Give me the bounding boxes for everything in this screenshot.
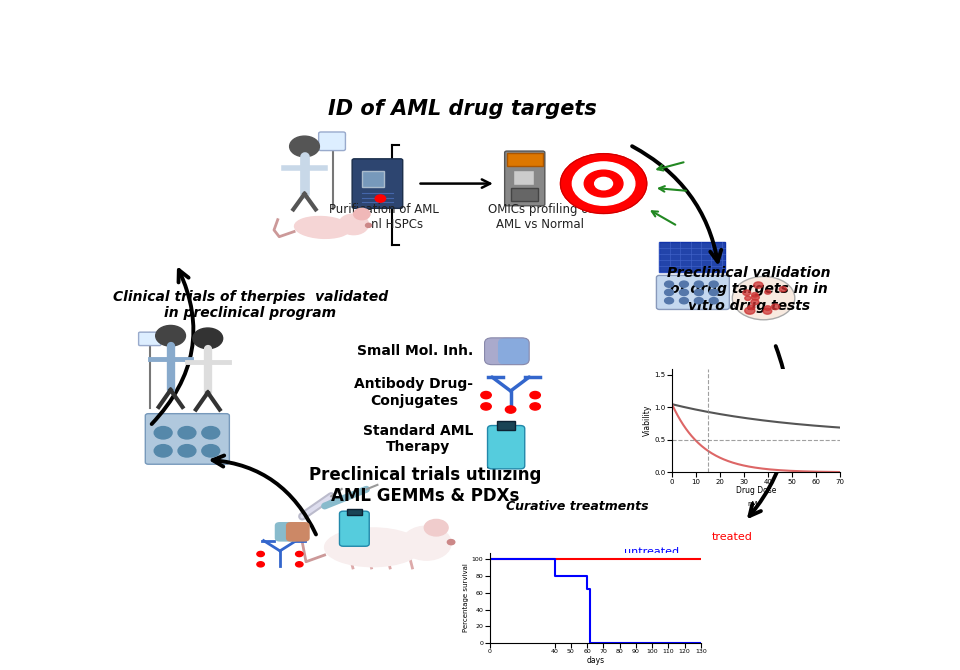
Circle shape: [732, 277, 795, 320]
Circle shape: [296, 551, 303, 557]
Circle shape: [572, 162, 635, 205]
Circle shape: [402, 526, 451, 560]
Bar: [507, 153, 542, 165]
Circle shape: [594, 178, 612, 190]
Y-axis label: Percentage survival: Percentage survival: [463, 563, 468, 632]
Text: treated: treated: [711, 532, 753, 542]
Circle shape: [765, 290, 771, 294]
Circle shape: [764, 306, 771, 310]
Circle shape: [585, 170, 623, 197]
Circle shape: [751, 299, 759, 305]
Text: untreated: untreated: [624, 547, 680, 557]
Text: OMICs profiling of
AML vs Normal: OMICs profiling of AML vs Normal: [488, 203, 592, 231]
Circle shape: [339, 214, 369, 234]
Circle shape: [680, 297, 688, 304]
Circle shape: [680, 281, 688, 287]
Text: nM: nM: [748, 500, 758, 507]
Text: Antibody Drug-
Conjugates: Antibody Drug- Conjugates: [354, 377, 473, 407]
Y-axis label: Viability: Viability: [643, 405, 652, 436]
Bar: [513, 170, 534, 185]
Circle shape: [156, 326, 185, 346]
Circle shape: [745, 307, 755, 314]
Circle shape: [375, 195, 386, 202]
Circle shape: [202, 427, 220, 439]
Circle shape: [530, 403, 540, 410]
Circle shape: [561, 153, 647, 214]
Circle shape: [752, 293, 758, 297]
FancyBboxPatch shape: [275, 522, 299, 541]
Bar: [347, 509, 362, 515]
Circle shape: [202, 445, 220, 457]
Circle shape: [530, 391, 540, 399]
Bar: [660, 243, 725, 272]
Circle shape: [748, 305, 755, 310]
Circle shape: [366, 223, 372, 227]
Circle shape: [664, 297, 674, 304]
Circle shape: [505, 406, 516, 413]
FancyBboxPatch shape: [319, 132, 346, 151]
Circle shape: [481, 391, 492, 399]
Circle shape: [290, 136, 320, 157]
Circle shape: [694, 297, 704, 304]
Circle shape: [257, 561, 264, 567]
X-axis label: days: days: [587, 656, 604, 665]
Text: ID of AML drug targets: ID of AML drug targets: [328, 98, 596, 119]
Circle shape: [771, 304, 780, 310]
FancyBboxPatch shape: [138, 332, 161, 346]
Circle shape: [763, 308, 772, 314]
FancyBboxPatch shape: [657, 275, 730, 310]
Text: nl BM: nl BM: [801, 383, 829, 393]
Circle shape: [664, 289, 674, 295]
Circle shape: [447, 539, 455, 545]
Bar: [497, 421, 516, 429]
Ellipse shape: [324, 528, 421, 567]
FancyBboxPatch shape: [352, 159, 403, 208]
FancyBboxPatch shape: [145, 413, 229, 464]
Circle shape: [780, 287, 786, 291]
Circle shape: [155, 445, 172, 457]
FancyBboxPatch shape: [485, 338, 516, 364]
Circle shape: [709, 281, 718, 287]
FancyBboxPatch shape: [505, 151, 545, 206]
FancyBboxPatch shape: [340, 511, 370, 546]
Circle shape: [752, 295, 759, 300]
Circle shape: [694, 281, 704, 287]
Text: Preclinical validation
of drug targets in in
vitro drug tests: Preclinical validation of drug targets i…: [667, 266, 830, 312]
Circle shape: [743, 290, 751, 295]
Text: Standard AML
Therapy: Standard AML Therapy: [363, 424, 473, 454]
Circle shape: [296, 561, 303, 567]
Text: Small Mol. Inh.: Small Mol. Inh.: [357, 344, 473, 358]
Bar: [362, 171, 384, 187]
Circle shape: [754, 282, 763, 288]
X-axis label: Drug Dose: Drug Dose: [735, 486, 777, 495]
Text: Curative treatments: Curative treatments: [506, 500, 649, 513]
Circle shape: [709, 289, 718, 295]
Circle shape: [481, 403, 492, 410]
Text: Purification of AML
and nl HSPCs: Purification of AML and nl HSPCs: [329, 203, 439, 231]
Bar: [512, 188, 539, 201]
Circle shape: [178, 445, 196, 457]
Circle shape: [178, 427, 196, 439]
Circle shape: [664, 281, 674, 287]
Circle shape: [353, 208, 370, 220]
FancyBboxPatch shape: [286, 522, 310, 541]
Circle shape: [424, 519, 448, 536]
Circle shape: [694, 289, 704, 295]
Circle shape: [155, 427, 172, 439]
FancyBboxPatch shape: [488, 425, 525, 469]
Circle shape: [193, 328, 223, 348]
FancyBboxPatch shape: [498, 338, 529, 364]
Circle shape: [745, 296, 751, 300]
Circle shape: [257, 551, 264, 557]
Circle shape: [709, 297, 718, 304]
Text: Preclinical trials utilizing
AML GEMMs & PDXs: Preclinical trials utilizing AML GEMMs &…: [309, 466, 541, 505]
Ellipse shape: [295, 216, 350, 239]
Circle shape: [680, 289, 688, 295]
Text: Clinical trials of therpies  validated
in preclinical program: Clinical trials of therpies validated in…: [112, 289, 388, 320]
Text: AML: AML: [801, 413, 823, 423]
